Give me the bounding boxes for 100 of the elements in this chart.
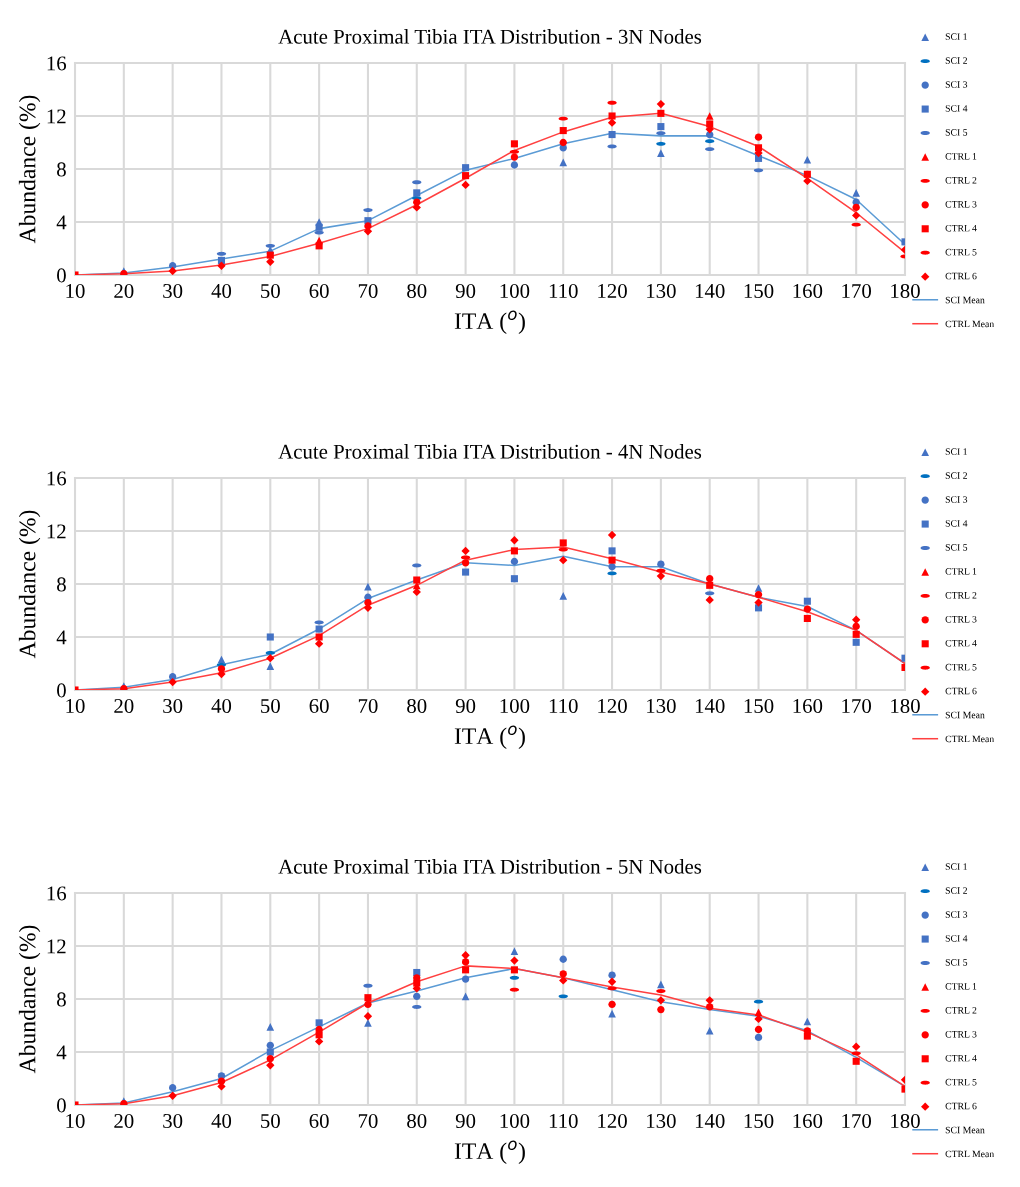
point [706,581,714,589]
x-tick-label: 10 [66,698,85,713]
point [852,203,860,212]
point [608,547,616,555]
x-tick-label: 30 [163,283,183,298]
legend-label: SCI 2 [945,57,968,64]
x-axis-title: ITA ($^{o}$) [454,310,525,334]
legend-label: SCI 4 [945,935,968,942]
point [803,614,811,622]
x-tick-label: 70 [358,283,378,298]
point [510,140,518,148]
point [754,154,763,162]
y-axis-title: Abundance (%) [18,925,41,1074]
x-tick-label: 120 [598,283,627,298]
legend-label: SCI 3 [945,911,968,918]
legend-label: SCI Mean [945,296,985,304]
point [657,109,665,117]
y-tick-label: 4 [56,215,67,230]
point [217,261,226,270]
y-tick-label: 8 [57,162,66,177]
point [315,633,323,641]
point [168,266,177,275]
point [266,662,275,670]
point [656,99,666,109]
point [705,1027,714,1035]
legend-label: CTRL 3 [945,615,977,623]
point [461,958,470,966]
point [413,189,421,197]
legend-label: CTRL 5 [945,248,977,256]
point [608,971,616,979]
point [315,625,323,633]
x-tick-label: 80 [407,283,427,298]
point [754,1025,763,1034]
y-tick-label: 4 [56,1045,67,1060]
x-tick-label: 110 [549,1113,578,1128]
x-tick-label: 30 [163,1113,183,1128]
x-tick-label: 70 [358,698,378,713]
x-tick-label: 100 [500,698,530,713]
point [607,977,617,986]
point [852,189,860,197]
point [314,1037,324,1046]
point [559,127,567,135]
legend-label: SCI 1 [945,448,967,455]
point [803,155,812,164]
point [168,677,177,687]
point [754,1008,763,1017]
legend-label: SCI Mean [945,711,985,719]
x-tick-label: 40 [211,1113,232,1128]
point [852,622,860,631]
point [510,536,519,545]
point [217,256,226,264]
x-tick-label: 170 [842,283,872,298]
y-tick-label: 4 [56,630,67,645]
point [461,180,470,190]
y-tick-label: 0 [57,1098,66,1113]
point [461,975,470,983]
point [803,170,811,178]
point [266,257,275,266]
point [657,980,665,989]
point [656,996,666,1005]
point [510,956,519,965]
legend-label: SCI 3 [945,496,968,503]
legend-label: CTRL 2 [945,592,977,599]
x-tick-label: 10 [66,1113,85,1128]
x-tick-label: 120 [598,698,627,713]
x-tick-label: 110 [549,283,578,298]
legend-label: CTRL 6 [945,1102,977,1110]
x-tick-label: 150 [744,698,774,713]
point [607,118,617,127]
chart-title: Acute Proximal Tibia ITA Distribution - 4N Nodes [278,444,702,459]
point [314,639,324,648]
point [413,198,421,206]
legend-label: CTRL 6 [945,687,977,695]
point [657,560,665,568]
point [608,556,616,564]
point [559,158,568,167]
point [266,1048,274,1056]
legend-label: CTRL 4 [945,639,977,647]
legend-label: CTRL Mean [945,1150,995,1158]
point [608,131,616,139]
x-tick-label: 110 [549,698,578,713]
x-tick-label: 60 [309,1113,329,1128]
point [462,172,470,180]
x-tick-label: 100 [500,1113,530,1128]
legend-label: SCI 5 [945,959,968,966]
legend-label: CTRL 2 [945,177,977,184]
point [754,590,763,599]
point [803,1032,811,1040]
x-tick-label: 180 [891,698,920,713]
point [364,1000,372,1008]
legend-label: CTRL 1 [945,568,977,575]
point [852,630,860,638]
point [315,1031,323,1039]
x-tick-label: 40 [211,283,232,298]
point [266,1054,274,1063]
legend-label: CTRL Mean [945,320,995,328]
point [315,1019,323,1027]
point [510,547,518,555]
y-tick-label: 16 [47,471,67,486]
point [559,955,567,963]
